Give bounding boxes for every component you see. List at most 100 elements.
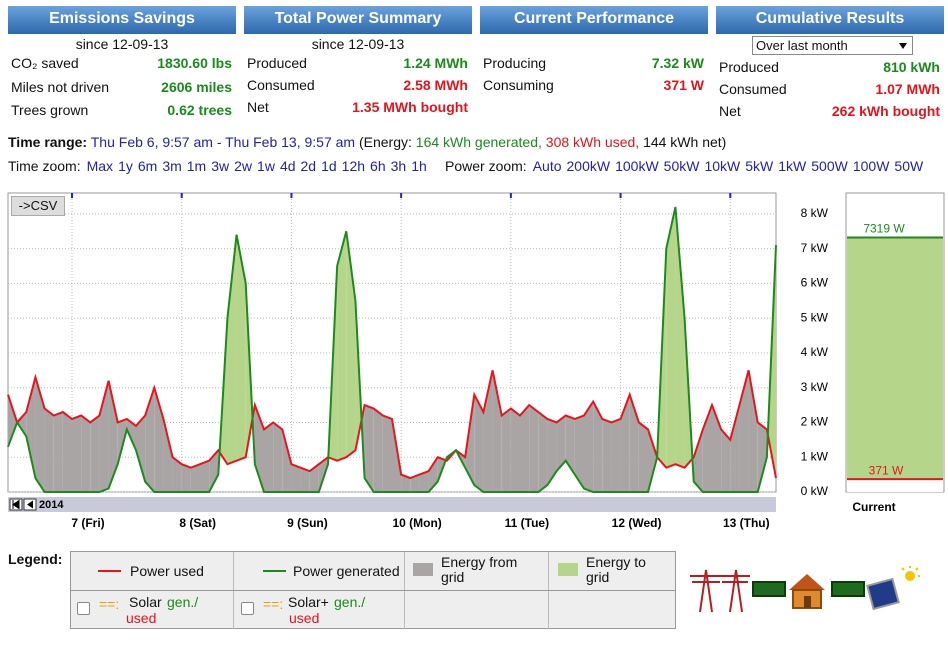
- x-tick-label: Current: [852, 500, 895, 514]
- energy-area: [264, 422, 274, 492]
- zoom-option[interactable]: 50kW: [663, 158, 700, 174]
- year-label: 2014: [39, 499, 64, 511]
- energy-area: [538, 412, 548, 492]
- energy-open: (Energy:: [358, 134, 412, 150]
- time-range-label: Time range:: [8, 134, 88, 150]
- energy-area: [465, 394, 475, 486]
- energy-generated: 164 kWh generated,: [415, 134, 542, 150]
- zoom-label: Power zoom:: [445, 158, 527, 174]
- csv-button[interactable]: ->CSV: [11, 196, 65, 216]
- energy-area: [611, 418, 621, 492]
- series-line: [7, 370, 777, 480]
- row-label: Produced: [247, 55, 307, 71]
- energy-area: [53, 412, 63, 492]
- time-range-value: Thu Feb 6, 9:57 am - Thu Feb 13, 9:57 am: [90, 134, 356, 150]
- row-value: 810 kWh: [883, 59, 940, 75]
- row-value: 2.58 MWh: [403, 77, 468, 93]
- generated-label: 7319 W: [863, 222, 905, 236]
- energy-area: [730, 405, 740, 492]
- energy-area: [26, 377, 36, 479]
- energy-area: [748, 370, 758, 492]
- zoom-option[interactable]: 2w: [234, 158, 253, 174]
- energy-area: [17, 412, 27, 437]
- zoom-option[interactable]: 6m: [137, 158, 158, 174]
- energy-area: [602, 418, 612, 492]
- checkbox[interactable]: [77, 602, 90, 615]
- energy-area: [483, 370, 493, 492]
- zoom-option[interactable]: 1kW: [778, 158, 807, 174]
- energy-area: [126, 418, 136, 451]
- zoom-option[interactable]: 3h: [390, 158, 407, 174]
- used-bar: [847, 479, 943, 492]
- used-label: 371 W: [869, 463, 904, 477]
- energy-area: [190, 464, 200, 492]
- row-label: Consumed: [719, 81, 787, 97]
- row-label: Consumed: [247, 77, 315, 93]
- energy-area: [757, 422, 767, 492]
- row-value: 0.62 trees: [167, 102, 232, 118]
- row-label: Net: [247, 99, 269, 115]
- zoom-option[interactable]: 1w: [257, 158, 275, 174]
- energy-area: [565, 415, 575, 475]
- energy-area: [574, 415, 584, 489]
- zoom-option[interactable]: 4d: [279, 158, 296, 174]
- energy-area: [62, 412, 72, 492]
- row-value: 7.32 kW: [651, 55, 704, 71]
- energy-area: [492, 370, 502, 492]
- zoom-option[interactable]: 1d: [321, 158, 337, 174]
- zoom-option[interactable]: 50W: [894, 158, 924, 174]
- zoom-option[interactable]: 5kW: [745, 158, 774, 174]
- legend-divider: [71, 590, 675, 591]
- energy-area: [227, 234, 237, 465]
- energy-area: [337, 231, 347, 461]
- zoom-option[interactable]: 3m: [162, 158, 182, 174]
- energy-area: [712, 405, 722, 492]
- energy-area: [81, 415, 91, 492]
- energy-area: [382, 415, 392, 492]
- energy-area: [90, 415, 100, 492]
- zoom-option[interactable]: 2d: [300, 158, 317, 174]
- zoom-option[interactable]: 10kW: [704, 158, 741, 174]
- panel-subtitle: since 12-09-13: [75, 36, 169, 52]
- row-label: CO₂ saved: [11, 55, 79, 71]
- y-tick-label: 1 kW: [801, 449, 829, 463]
- zoom-option[interactable]: 1h: [411, 158, 427, 174]
- row-value: 1.07 MWh: [875, 81, 940, 97]
- x-tick-label: 13 (Thu): [723, 516, 770, 530]
- zoom-option[interactable]: 1m: [186, 158, 207, 174]
- zoom-option[interactable]: 1y: [118, 158, 133, 174]
- row-label: Trees grown: [11, 102, 89, 118]
- x-tick-label: 12 (Wed): [612, 516, 662, 530]
- panel: Current Performance Producing 7.32 kW Consu…: [480, 6, 708, 128]
- energy-area: [410, 474, 420, 492]
- zoom-option[interactable]: 500W: [811, 158, 848, 174]
- zoom-option[interactable]: 3w: [211, 158, 230, 174]
- zoom-option[interactable]: 6h: [370, 158, 386, 174]
- zoom-option[interactable]: Max: [86, 158, 114, 174]
- zoom-option[interactable]: 200kW: [566, 158, 611, 174]
- legend-label: Power used: [130, 563, 204, 579]
- option-marker: ==:: [263, 596, 284, 612]
- energy-area: [584, 401, 594, 492]
- zoom-option[interactable]: 100W: [852, 158, 890, 174]
- row-label: Net: [719, 103, 741, 119]
- option-gen: gen./: [334, 594, 366, 610]
- checkbox[interactable]: [241, 602, 254, 615]
- x-tick-label: 9 (Sun): [287, 516, 328, 530]
- energy-area: [620, 394, 630, 492]
- time-zoom: Time zoom: Max 1y 6m 3m 1m 3w 2w 1w 4d 2d 1d 12h 6h 3h…: [8, 158, 432, 174]
- zoom-option[interactable]: Auto: [532, 158, 562, 174]
- y-tick-label: 6 kW: [801, 276, 829, 290]
- legend-swatch: [413, 563, 433, 576]
- legend-swatch: [558, 563, 578, 576]
- energy-area: [675, 206, 685, 468]
- zoom-option[interactable]: 100kW: [615, 158, 659, 174]
- legend-table: Power used Power generated Energy from gri…: [70, 551, 676, 629]
- panel: Cumulative Results Over last month Produce…: [716, 6, 944, 128]
- energy-area: [702, 405, 712, 492]
- dropdown[interactable]: Over last month: [752, 36, 913, 55]
- option-name: Solar+: [288, 594, 329, 610]
- nav-buttons[interactable]: [9, 498, 37, 511]
- zoom-option[interactable]: 12h: [341, 158, 366, 174]
